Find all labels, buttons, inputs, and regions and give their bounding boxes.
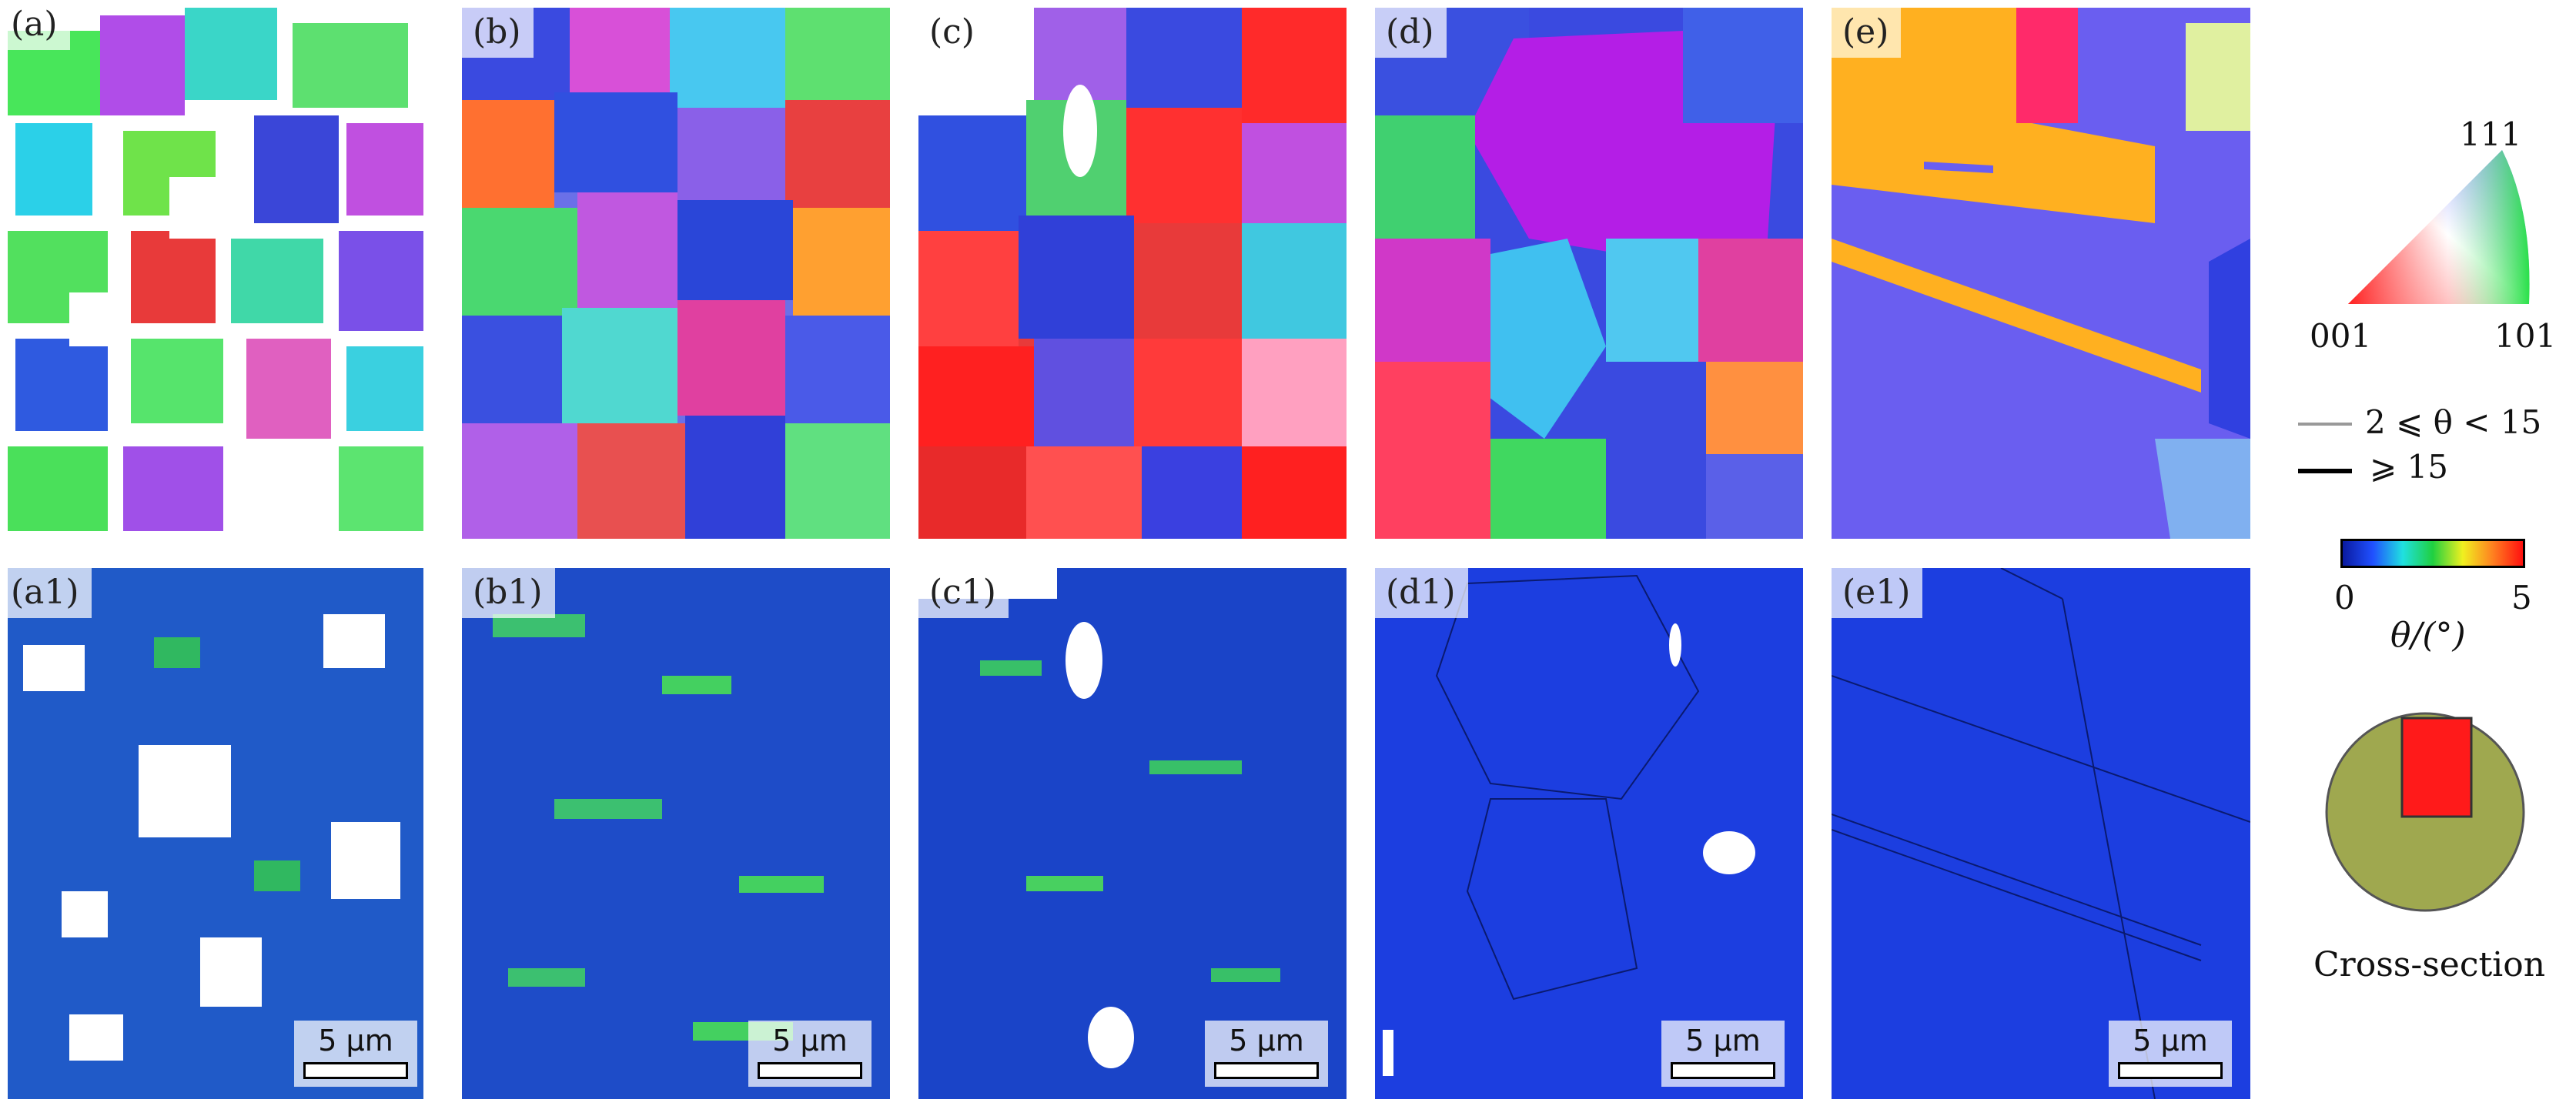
panel-label: (e) [1832,8,1902,58]
panel-label: (b1) [462,568,555,618]
colorbar-label: θ/(°) [2390,616,2466,655]
kam-image-b1 [462,568,890,1099]
scale-bar-line [1671,1062,1775,1079]
scale-label: 5 μm [1685,1024,1761,1058]
kam-image-a1 [0,568,436,1099]
cross-section-label: Cross-section [2313,945,2546,984]
ipf-label-101: 101 [2494,317,2557,355]
panel-label: (c1) [918,568,1009,618]
ipf-map-c: (c) [918,8,1347,539]
ipf-map-b: (b) [462,8,890,539]
scale-label: 5 μm [772,1024,848,1058]
scale-label: 5 μm [2133,1024,2208,1058]
kam-colorbar [2340,539,2525,568]
kam-image-c1 [918,568,1347,1099]
ipf-image-b [462,8,890,539]
scale-label: 5 μm [318,1024,393,1058]
scale-bar: 5 μm [2109,1021,2232,1087]
kam-map-d1: (d1) 5 μm [1375,568,1803,1099]
cross-section-diagram [2325,712,2525,912]
kam-map-c1: (c1) 5 μm [918,568,1347,1099]
thick-boundary-line [2298,469,2352,473]
panel-label: (b) [462,8,534,58]
scale-bar: 5 μm [1661,1021,1785,1087]
panel-label: (a) [0,0,70,50]
thin-boundary-label: 2 ⩽ θ < 15 [2365,403,2542,441]
kam-image-d1 [1375,568,1803,1099]
kam-map-a1: (a1) 5 μm [0,568,436,1099]
colorbar-max: 5 [2511,579,2532,616]
ipf-label-111: 111 [2460,115,2522,153]
ipf-label-001: 001 [2310,317,2372,355]
kam-map-e1: (e1) 5 μm [1832,568,2250,1099]
colorbar-min: 0 [2334,579,2355,616]
scale-bar: 5 μm [294,1021,417,1087]
thin-boundary-line [2298,423,2352,426]
panel-label: (d) [1375,8,1447,58]
scale-bar-line [758,1062,862,1079]
ipf-image-a [0,0,436,539]
scale-bar: 5 μm [1205,1021,1328,1087]
kam-map-b1: (b1) 5 μm [462,568,890,1099]
thick-boundary-label: ⩾ 15 [2370,448,2448,486]
ipf-image-d [1375,8,1803,539]
panel-label: (d1) [1375,568,1468,618]
scale-bar-line [303,1062,408,1079]
ipf-map-e: (e) [1832,8,2250,539]
panel-label: (a1) [0,568,92,618]
scale-label: 5 μm [1229,1024,1304,1058]
ipf-map-a: (a) [0,0,436,539]
panel-label: (c) [918,8,987,58]
scale-bar-line [2118,1062,2223,1079]
ipf-image-c [918,8,1347,539]
panel-label: (e1) [1832,568,1923,618]
scale-bar: 5 μm [748,1021,871,1087]
ipf-map-d: (d) [1375,8,1803,539]
ipf-triangle-legend [2348,150,2530,304]
ipf-image-e [1832,8,2250,539]
kam-image-e1 [1832,568,2250,1099]
scale-bar-line [1214,1062,1319,1079]
